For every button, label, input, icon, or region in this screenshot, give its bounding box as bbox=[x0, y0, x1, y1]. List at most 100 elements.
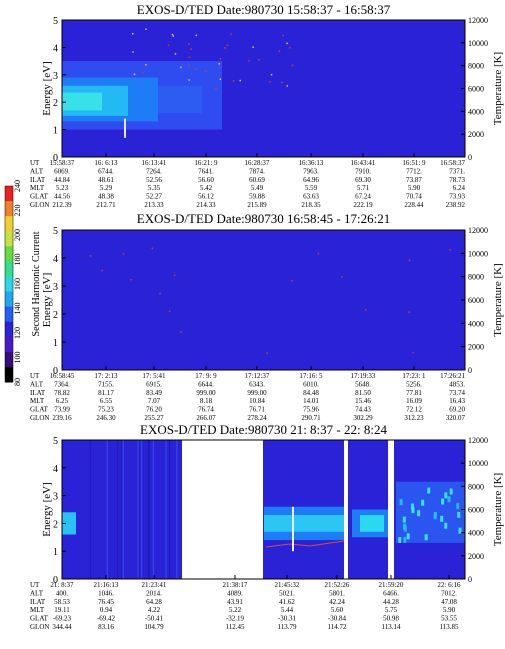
y-tick-label: 5 bbox=[53, 226, 58, 237]
y2-tick-label: 8000 bbox=[468, 482, 484, 491]
orbit-value: 17: 2:13 bbox=[94, 372, 118, 380]
y-tick-label: 4 bbox=[53, 43, 58, 54]
orbit-value: 5.23 bbox=[56, 184, 69, 192]
orbit-value: 21:52:26 bbox=[325, 581, 350, 589]
orbit-value: 222.19 bbox=[353, 201, 373, 209]
vertical-streak bbox=[165, 440, 167, 579]
vertical-streak bbox=[106, 440, 108, 579]
spectrogram-patch bbox=[411, 507, 415, 514]
orbit-value: 5.90 bbox=[443, 606, 456, 614]
orbit-value: 21:23:41 bbox=[142, 581, 167, 589]
orbit-value: 78.82 bbox=[54, 389, 70, 397]
noise-dot bbox=[172, 35, 174, 37]
orbit-row-label: ALT bbox=[30, 589, 44, 597]
orbit-value: 7264. bbox=[146, 167, 162, 175]
orbit-value: 77.81 bbox=[406, 389, 422, 397]
y-axis-label: Energy [eV] bbox=[41, 482, 53, 536]
orbit-value: 239.16 bbox=[52, 414, 72, 422]
orbit-value: 113.85 bbox=[440, 623, 459, 631]
orbit-value: 6.55 bbox=[100, 397, 113, 405]
orbit-value: 228.44 bbox=[404, 201, 424, 209]
orbit-value: 7155. bbox=[98, 380, 114, 388]
y2-axis-label: Temperature [K] bbox=[492, 473, 504, 546]
spectrogram-patch bbox=[449, 488, 453, 495]
orbit-value: 14.01 bbox=[303, 397, 319, 405]
orbit-value: 16.43 bbox=[449, 397, 465, 405]
noise-dot bbox=[408, 311, 410, 313]
orbit-row-label: ILAT bbox=[30, 176, 46, 184]
noise-dot bbox=[269, 81, 271, 83]
noise-dot bbox=[122, 253, 125, 255]
colorbar-tick-label: 220 bbox=[13, 205, 22, 217]
y-tick-label: 1 bbox=[53, 547, 58, 558]
orbit-value: 113.14 bbox=[382, 623, 401, 631]
orbit-value: 7371. bbox=[449, 167, 465, 175]
y2-tick-label: 12000 bbox=[468, 436, 488, 445]
noise-dot bbox=[174, 53, 177, 55]
data-streak bbox=[124, 118, 126, 138]
colorbar-segment bbox=[5, 231, 13, 247]
orbit-value: 5648. bbox=[355, 380, 371, 388]
orbit-value: 5.44 bbox=[281, 606, 294, 614]
colorbar-segment bbox=[5, 216, 13, 232]
noise-dot bbox=[230, 33, 232, 36]
noise-dot bbox=[204, 70, 207, 73]
orbit-value: 312.23 bbox=[404, 414, 424, 422]
orbit-value: 16:58:37 bbox=[440, 159, 465, 167]
orbit-value: 6466. bbox=[383, 589, 399, 597]
colorbar-segment bbox=[5, 336, 13, 353]
orbit-value: 15.46 bbox=[355, 397, 371, 405]
orbit-value: 69.30 bbox=[355, 176, 371, 184]
orbit-value: 8.18 bbox=[200, 397, 213, 405]
orbit-value: 344.44 bbox=[52, 623, 72, 631]
orbit-value: 6744. bbox=[98, 167, 114, 175]
colorbar-segment bbox=[5, 276, 13, 293]
orbit-value: 104.79 bbox=[144, 623, 164, 631]
orbit-value: 16:36:13 bbox=[299, 159, 324, 167]
orbit-value: 48.38 bbox=[98, 193, 114, 201]
y2-tick-label: 0 bbox=[468, 366, 472, 375]
orbit-value: 67.24 bbox=[355, 193, 371, 201]
orbit-value: 81.50 bbox=[355, 389, 371, 397]
noise-dot bbox=[195, 68, 197, 70]
noise-dot bbox=[173, 274, 176, 277]
orbit-value: 44.56 bbox=[54, 193, 70, 201]
y-axis-label: Energy [eV] bbox=[41, 61, 53, 115]
noise-dot bbox=[133, 73, 136, 76]
orbit-value: 22: 6:16 bbox=[437, 581, 461, 589]
noise-dot bbox=[132, 32, 134, 35]
orbit-value: 59.88 bbox=[249, 193, 265, 201]
orbit-value: 53.55 bbox=[441, 615, 457, 623]
spectrogram-band bbox=[396, 481, 465, 543]
orbit-value: 6.25 bbox=[56, 397, 69, 405]
orbit-value: 15:58:37 bbox=[50, 159, 75, 167]
y2-tick-label: 6000 bbox=[468, 85, 484, 94]
orbit-value: 7364. bbox=[54, 380, 70, 388]
orbit-value: 63.63 bbox=[303, 193, 319, 201]
orbit-value: 999.00 bbox=[247, 389, 267, 397]
y2-tick-label: 12000 bbox=[468, 16, 488, 25]
orbit-value: 47.08 bbox=[441, 598, 457, 606]
spectrogram-patch bbox=[457, 511, 461, 518]
orbit-value: 290.71 bbox=[301, 414, 321, 422]
orbit-row-label: MLT bbox=[30, 606, 45, 614]
orbit-value: 73.99 bbox=[54, 406, 70, 414]
orbit-row-label: UT bbox=[30, 159, 40, 167]
orbit-row-label: MLT bbox=[30, 397, 45, 405]
vertical-streak bbox=[121, 440, 123, 579]
spectrogram-patch bbox=[447, 496, 451, 503]
orbit-value: 5.60 bbox=[331, 606, 344, 614]
temperature-trace bbox=[265, 540, 345, 548]
orbit-value: 16:58:45 bbox=[50, 372, 75, 380]
noise-dot bbox=[188, 64, 190, 67]
orbit-value: 64.96 bbox=[303, 176, 319, 184]
orbit-value: 16.09 bbox=[406, 397, 422, 405]
y2-tick-label: 0 bbox=[468, 153, 472, 162]
orbit-value: 5.22 bbox=[229, 606, 242, 614]
noise-dot bbox=[341, 276, 343, 278]
orbit-value: 10.84 bbox=[249, 397, 265, 405]
colorbar-tick-label: 120 bbox=[13, 327, 22, 339]
orbit-value: 17:23: 1 bbox=[402, 372, 426, 380]
orbit-value: 73.74 bbox=[449, 389, 465, 397]
orbit-value: 5.49 bbox=[251, 184, 264, 192]
